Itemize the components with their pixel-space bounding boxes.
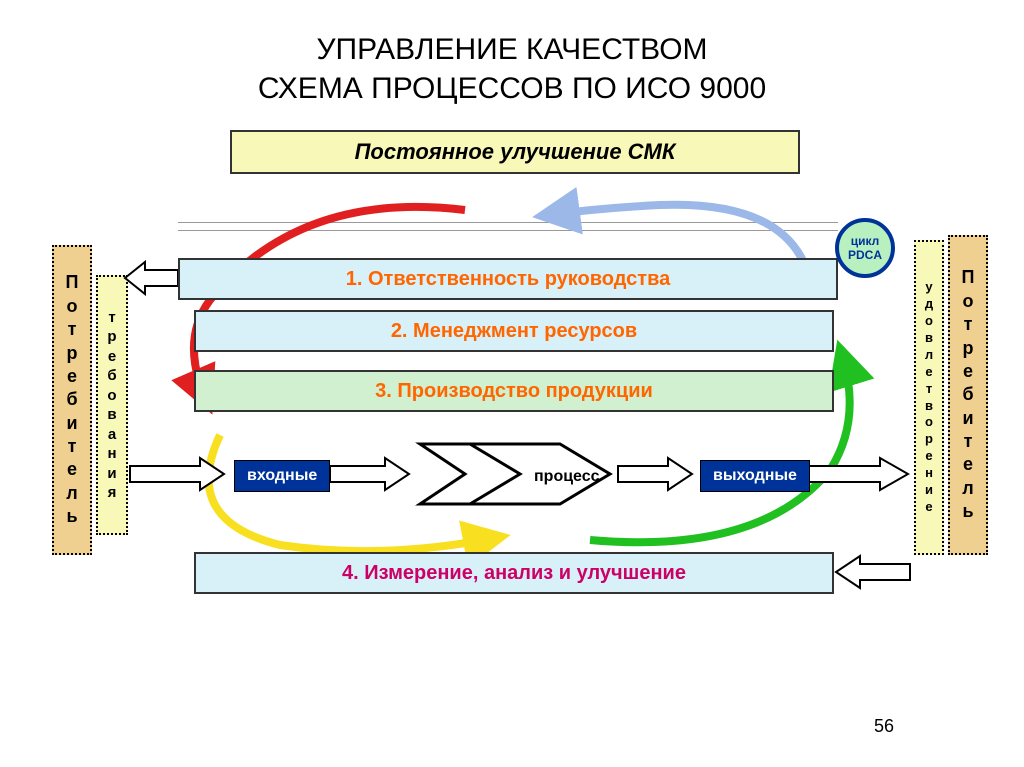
pdca-label2: PDCA	[848, 248, 882, 262]
requirements-box: требования	[96, 275, 128, 535]
banner-text: Постоянное улучшение СМК	[355, 139, 676, 165]
process-label: процесс	[534, 468, 600, 486]
improvement-banner: Постоянное улучшение СМК	[230, 130, 800, 174]
page-number: 56	[874, 716, 894, 737]
pdca-label1: цикл	[851, 234, 880, 248]
guide-line	[178, 230, 838, 231]
pdca-circle: цикл PDCA	[835, 218, 895, 278]
bar-responsibility: 1. Ответственность руководства	[178, 258, 838, 300]
guide-line	[178, 222, 838, 223]
input-box: входные	[234, 460, 330, 492]
title-line2: СХЕМА ПРОЦЕССОВ ПО ИСО 9000	[258, 72, 766, 105]
bar-resources: 2. Менеджмент ресурсов	[194, 310, 834, 352]
title-line1: УПРАВЛЕНИЕ КАЧЕСТВОМ	[316, 33, 707, 66]
bar-measurement: 4. Измерение, анализ и улучшение	[194, 552, 834, 594]
bar-production: 3. Производство продукции	[194, 370, 834, 412]
consumer-right-box: Потребитель	[948, 235, 988, 555]
output-box: выходные	[700, 460, 810, 492]
page-title: УПРАВЛЕНИЕ КАЧЕСТВОМ СХЕМА ПРОЦЕССОВ ПО …	[0, 0, 1024, 108]
satisfaction-box: удовлетворение	[914, 240, 944, 555]
output-label: выходные	[713, 467, 797, 484]
bar2-text: 2. Менеджмент ресурсов	[391, 320, 637, 343]
input-label: входные	[247, 467, 317, 484]
bar3-text: 3. Производство продукции	[375, 380, 653, 403]
consumer-left-box: Потребитель	[52, 245, 92, 555]
bar1-text: 1. Ответственность руководства	[346, 268, 671, 291]
bar4-text: 4. Измерение, анализ и улучшение	[342, 562, 686, 585]
